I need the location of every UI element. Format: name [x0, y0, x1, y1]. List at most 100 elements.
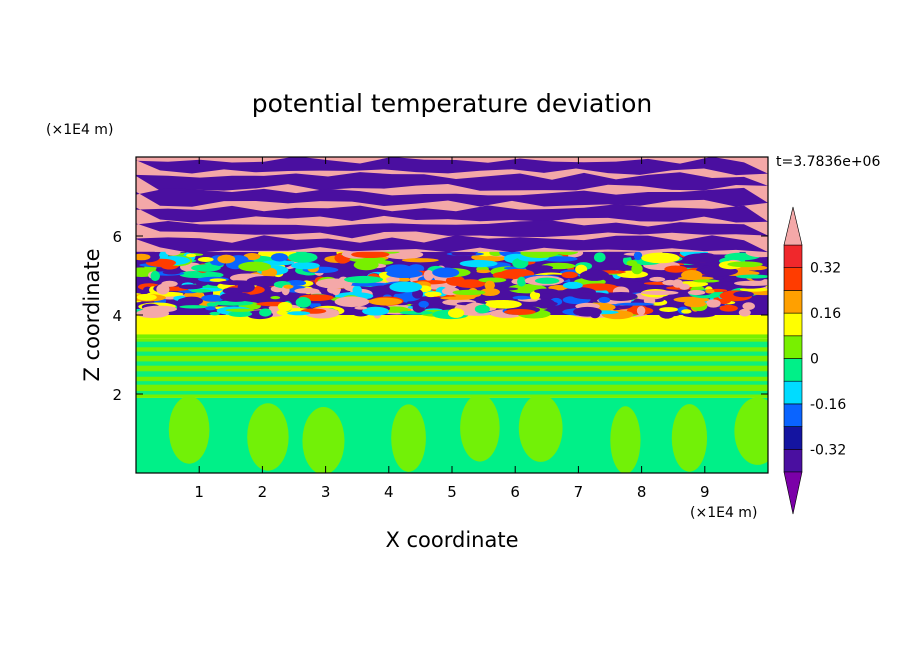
field-blob — [631, 263, 643, 275]
field-blob — [287, 311, 311, 316]
field-blob — [432, 267, 460, 278]
field-blob — [534, 277, 560, 284]
field-blob — [632, 276, 644, 282]
field-blob — [616, 302, 655, 306]
field-blob — [719, 304, 738, 312]
field-blob — [579, 269, 610, 281]
field-blob — [517, 276, 526, 287]
field-blob — [424, 291, 442, 297]
colorbar-tick-label: -0.32 — [810, 442, 846, 458]
x-tick-label: 9 — [700, 483, 710, 501]
field-blob — [692, 279, 720, 283]
field-blob — [573, 306, 602, 317]
heatmap-area — [136, 157, 768, 473]
field-blob — [733, 291, 754, 298]
field-blob — [636, 306, 646, 316]
colorbar-swatch — [783, 267, 803, 291]
chart-title: potential temperature deviation — [252, 89, 652, 118]
x-tick-label: 6 — [510, 483, 520, 501]
field-blob — [362, 306, 390, 316]
field-blob — [209, 278, 227, 282]
colorbar-min-arrow — [783, 471, 803, 515]
layer-band-2 — [136, 315, 768, 339]
field-blob — [681, 309, 692, 314]
field-blob — [738, 308, 751, 317]
field-blob — [684, 300, 707, 308]
field-blob — [504, 308, 536, 315]
field-blob — [201, 294, 225, 302]
field-blob — [237, 281, 255, 293]
field-blob — [136, 293, 157, 301]
field-blob — [535, 298, 556, 309]
field-blob — [423, 269, 434, 281]
field-blob — [205, 306, 216, 311]
field-blob — [485, 299, 522, 309]
field-blob — [672, 279, 683, 288]
field-blob — [270, 253, 288, 262]
colorbar-swatch — [783, 312, 803, 337]
field-streak — [136, 341, 768, 348]
field-blob — [228, 310, 253, 318]
x-tick-label: 7 — [574, 483, 584, 501]
field-blob — [561, 271, 578, 279]
field-blob — [440, 296, 475, 300]
field-blob — [168, 396, 210, 464]
field-streak — [136, 351, 768, 356]
field-blob — [460, 394, 500, 462]
field-blob — [681, 269, 703, 281]
field-blob — [687, 290, 706, 296]
field-blob — [220, 292, 252, 302]
field-blob — [512, 295, 532, 300]
field-blob — [352, 285, 362, 296]
field-blob — [496, 287, 519, 291]
colorbar-tick-label: -0.16 — [810, 397, 846, 413]
field-blob — [476, 269, 491, 274]
field-blob — [401, 258, 439, 263]
field-blob — [529, 291, 541, 300]
field-blob — [640, 290, 679, 296]
field-blob — [389, 281, 423, 293]
colorbar-swatch — [783, 290, 803, 314]
field-blob — [191, 264, 221, 272]
field-blob — [727, 261, 763, 268]
field-blob — [534, 288, 559, 294]
x-unit-label: (×1E4 m) — [690, 505, 757, 521]
field-blob — [178, 284, 203, 290]
field-blob — [641, 252, 680, 264]
field-blob — [598, 296, 611, 304]
field-blob — [197, 257, 214, 263]
field-blob — [705, 289, 715, 294]
colorbar-swatch — [783, 448, 803, 473]
layer-band-1 — [136, 338, 768, 398]
field-blob — [399, 310, 434, 315]
time-label: t=3.7836e+06 — [776, 154, 880, 170]
field-blob — [295, 297, 312, 308]
field-streak — [136, 391, 768, 395]
field-blob — [478, 277, 507, 283]
field-blob — [668, 312, 680, 317]
colorbar-tick-label: 0.16 — [810, 306, 841, 322]
colorbar-swatch — [783, 244, 803, 269]
field-blob — [541, 256, 578, 262]
field-blob — [412, 289, 423, 299]
field-blob — [742, 302, 755, 310]
field-blob — [136, 253, 151, 261]
field-streak — [136, 334, 768, 339]
colorbar-swatch — [783, 358, 803, 382]
y-unit-label: (×1E4 m) — [46, 122, 113, 138]
field-blob — [259, 308, 272, 317]
field-blob — [445, 275, 465, 286]
field-blob — [518, 394, 563, 462]
field-stripe — [136, 235, 768, 254]
field-blob — [217, 254, 236, 264]
field-blob — [386, 269, 423, 279]
field-blob — [451, 251, 477, 256]
field-blob — [480, 288, 500, 297]
field-blob — [354, 306, 368, 310]
field-blob — [142, 305, 177, 313]
field-blob — [368, 297, 403, 306]
field-stripe — [136, 220, 768, 239]
field-blob — [484, 280, 495, 291]
layer-band-0 — [136, 397, 768, 473]
